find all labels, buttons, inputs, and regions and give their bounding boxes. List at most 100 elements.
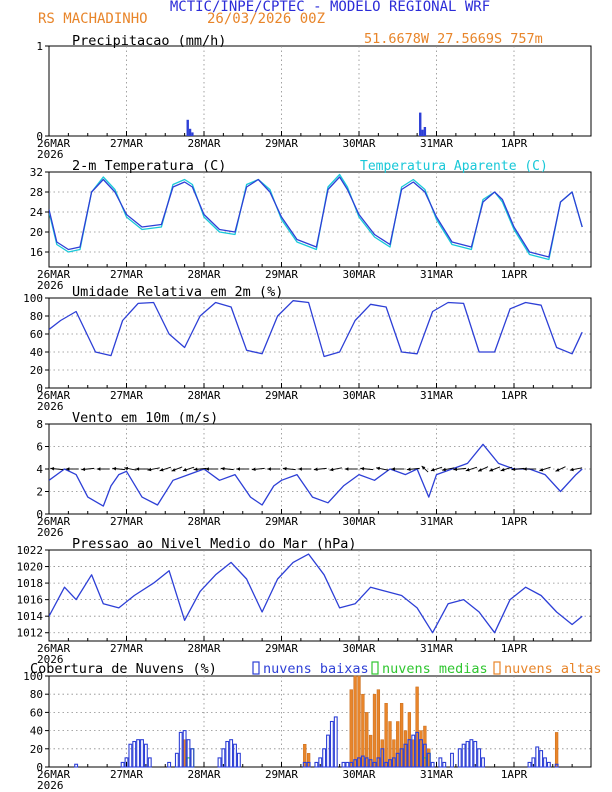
temp-ytick-label: 20 [30,226,43,239]
cloud-low-bar [178,731,183,768]
cloud-title: Cobertura de Nuvens (%) [30,661,217,677]
rh-ytick-label: 60 [30,328,43,341]
cloud-low-bar [368,759,373,768]
rh-xlabel: 27MAR [110,389,143,402]
cloud-low-bar [326,734,330,768]
wind-arrowhead [124,466,129,471]
legend-mid-swatch [371,661,379,675]
header-station: RS MACHADINHO [38,11,148,27]
legend-low-swatch [252,661,260,675]
cloud-low-bar [384,761,389,768]
cloud-low-bar [430,761,435,768]
wind-arrowhead [406,467,411,471]
wind-arrowhead [135,467,140,471]
temp-line [49,176,583,258]
cloud-low-bar [469,739,474,768]
cloud-ytick-label: 100 [23,670,43,683]
wind-arrowhead [96,467,101,471]
slp-xlabel: 31MAR [420,642,453,655]
cloud-high-bar [384,703,388,768]
cloud-low-bar [132,740,137,768]
cloud-low-bar [477,748,482,768]
cloud-low-bar [426,752,431,768]
slp-title: Pressao ao Nivel Medio do Mar (hPa) [72,536,356,552]
cloud-low-bar [182,730,187,768]
slp-xlabel: 29MAR [265,642,298,655]
cloud-low-bar [450,752,454,768]
header-coords: 51.6678W 27.5669S 757m [364,31,543,47]
temp-xlabel: 27MAR [110,268,143,281]
precip-ytick-label: 0 [36,130,43,143]
cloud-low-bar [225,740,230,768]
wind-ytick-label: 0 [36,508,43,521]
wind-arrowhead [453,467,458,471]
wind-ytick-label: 2 [36,486,43,499]
precip-title: Precipitacao (mm/h) [72,33,226,49]
cloud-high-bar [357,675,361,768]
wind-xlabel: 28MAR [187,515,220,528]
temp-xlabel: 28MAR [187,268,220,281]
slp-ytick-label: 1022 [17,544,44,557]
cloud-low-bar [329,720,334,768]
cloud-low-bar [391,757,396,768]
precip-year-label: 2026 [37,148,64,161]
cloud-high-bar [554,732,559,768]
wind-ytick-label: 8 [36,418,43,431]
rh-xlabel: 29MAR [265,389,298,402]
cloud-low-bar [341,761,346,768]
temp-ytick-label: 16 [30,246,43,259]
temp-xlabel: 26MAR [37,268,70,281]
rh-xlabel: 1APR [501,389,528,402]
temp-title: 2-m Temperatura (C) [72,158,226,174]
cloud-xlabel: 29MAR [265,768,298,781]
cloud-xlabel: 30MAR [342,768,375,781]
cloud-low-bar [124,757,129,768]
slp-xlabel: 1APR [501,642,528,655]
wind-arrowhead [442,467,446,472]
cloud-low-bar [306,761,311,768]
slp-ytick-label: 1012 [17,627,44,640]
cloud-low-bar [128,743,133,768]
rh-ytick-label: 20 [30,364,43,377]
slp-line-group [49,553,583,634]
wind-arrowhead [251,467,256,471]
wind-arrowhead [147,467,152,472]
cloud-low-bar [345,761,350,768]
wind-arrowhead [112,467,117,471]
wind-ytick-label: 6 [36,441,43,454]
cloud-low-bar [74,763,79,768]
precip-xlabel: 1APR [501,137,528,150]
legend-high-label: nuvens altas [504,661,602,677]
precip-xlabel: 30MAR [342,137,375,150]
precip-xlabel: 28MAR [187,137,220,150]
cloud-low-bar [190,748,195,768]
cloud-low-bar [302,761,307,768]
wind-speed-line-group [49,443,583,507]
cloud-low-bar [236,752,241,768]
cloud-low-bar [229,739,234,768]
wind-arrowhead [282,467,287,471]
precip-bar [186,119,189,136]
rh-xlabel: 30MAR [342,389,375,402]
temp-year-label: 2026 [37,279,64,292]
legend-mid-label: nuvens medias [382,661,488,677]
cloud-frame [48,675,592,768]
rh-ytick-label: 100 [23,292,43,305]
cloud-low-bar [554,763,559,768]
cloud-low-bar [543,757,547,768]
rh-xlabel: 31MAR [420,389,453,402]
cloud-ytick-label: 0 [36,761,43,774]
rh-ytick-label: 80 [30,310,43,323]
precip-bar [421,129,424,136]
temp-ytick-label: 32 [30,166,43,179]
rh-ytick-label: 0 [36,382,43,395]
cloud-low-bar [143,743,148,768]
wind-arrowhead [344,467,349,471]
wind-xlabel: 27MAR [110,515,143,528]
slp-xlabel: 28MAR [187,642,220,655]
cloud-ytick-label: 20 [30,743,43,756]
cloud-low-bar [380,748,385,768]
cloud-low-bar [539,750,544,768]
wind-arrowhead [478,468,482,472]
cloud-low-bar [481,757,485,768]
